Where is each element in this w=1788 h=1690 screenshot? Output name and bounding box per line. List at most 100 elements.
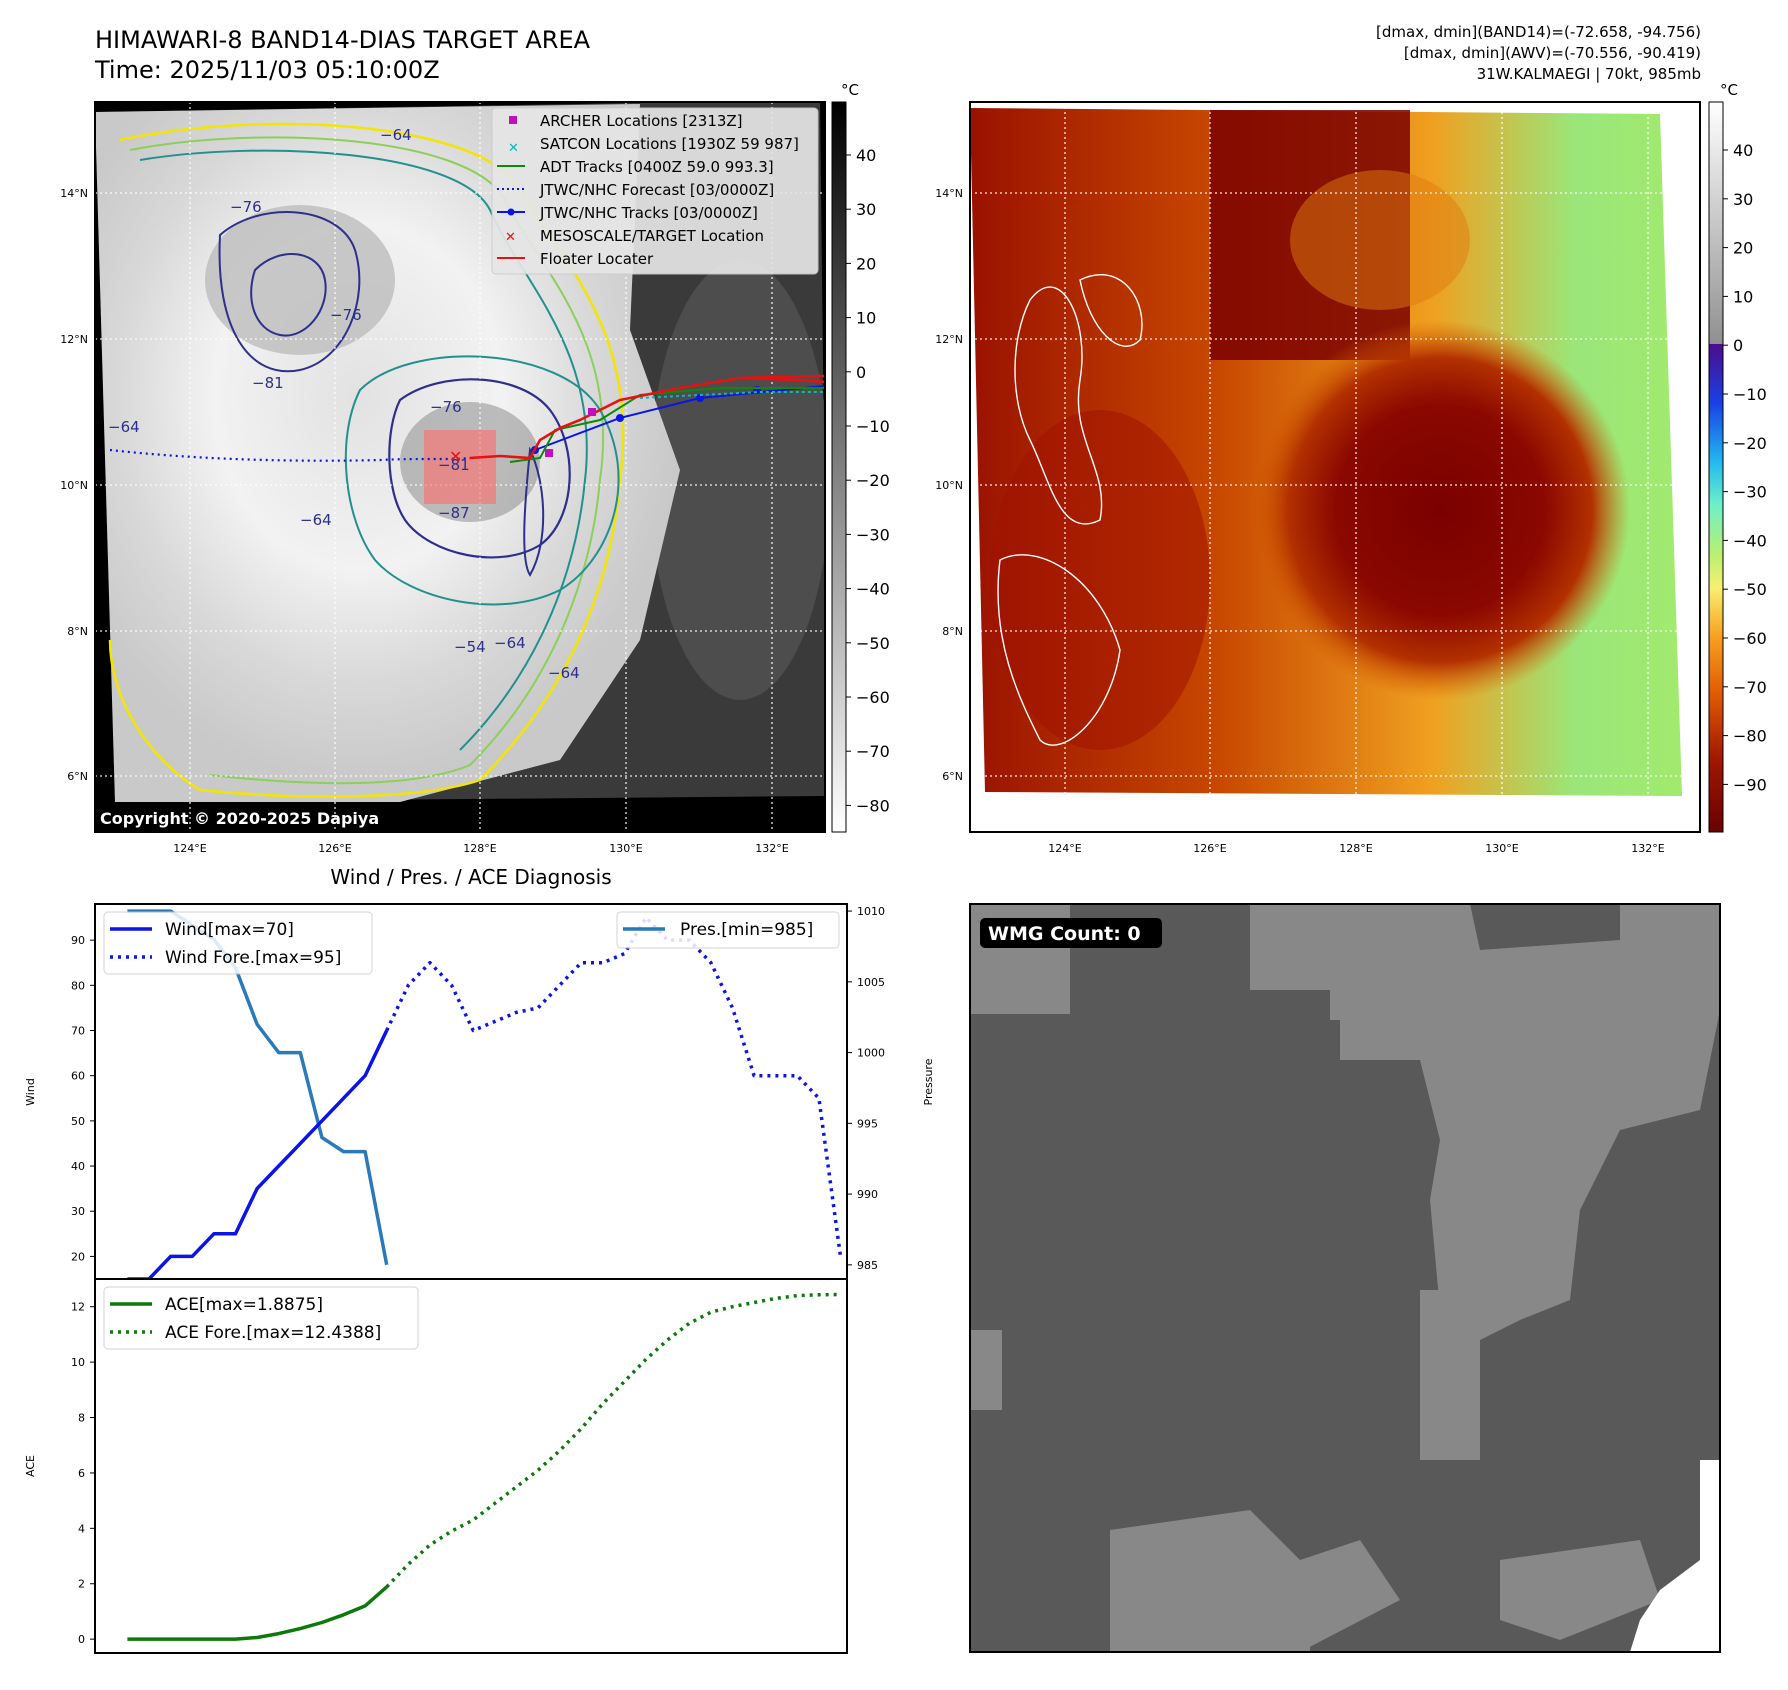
wind-forecast-legend-label: Wind Fore.[max=95] [165, 948, 341, 968]
mesoscale-target-marker: ✕ [449, 447, 462, 466]
jtwc-forecast-track [109, 448, 471, 462]
ir-colorbar-tick-label: −30 [856, 525, 890, 544]
red-x-icon: ✕ [505, 230, 516, 245]
copyright-text: Copyright © 2020-2025 Dapiya [100, 809, 379, 828]
awv-lat-tick: 14°N [935, 187, 963, 200]
ace-axis-tick-label: 6 [78, 1467, 85, 1480]
contour-label: −64 [380, 126, 412, 144]
wind-axis-tick-label: 70 [71, 1025, 85, 1038]
pressure-legend-label: Pres.[min=985] [680, 920, 813, 940]
ace-axis-tick-label: 10 [71, 1356, 85, 1369]
wind-forecast-series-line [385, 915, 843, 1257]
awv-colorbar-tick-label: −30 [1733, 483, 1767, 502]
wind-axis-tick-label: 90 [71, 934, 85, 947]
figure-title: HIMAWARI-8 BAND14-DIAS TARGET AREA [95, 26, 591, 54]
ir-colorbar-tick-label: 10 [856, 309, 876, 328]
wind-series-line [127, 1029, 389, 1281]
awv-range-text: [dmax, dmin](AWV)=(-70.556, -90.419) [1403, 44, 1701, 62]
ace-series-line [127, 1585, 388, 1641]
ir-colorbar-tick-label: −70 [856, 742, 890, 761]
awv-colorbar-tick-label: 40 [1733, 141, 1753, 160]
ir-lon-tick: 128°E [463, 842, 496, 855]
awv-colorbar-tick-label: 30 [1733, 190, 1753, 209]
ir-contour-labels: −76 −64 −76 −81 −76 −81 −64 −87 −64 −54 … [108, 126, 580, 682]
contour-label: −76 [230, 198, 262, 216]
ace-axis-tick-label: 4 [78, 1522, 85, 1535]
awv-lat-tick: 12°N [935, 333, 963, 346]
wind-axis-label: Wind [24, 1078, 37, 1106]
band14-range-text: [dmax, dmin](BAND14)=(-72.658, -94.756) [1376, 23, 1701, 41]
cyan-x-icon: ✕ [508, 141, 519, 156]
awv-lon-tick: 128°E [1339, 842, 1372, 855]
legend-adt-label: ADT Tracks [0400Z 59.0 993.3] [540, 158, 774, 176]
ace-axis-tick-label: 8 [78, 1412, 85, 1425]
wmg-white-regions [1630, 1460, 1720, 1652]
pressure-axis-tick-label: 985 [857, 1259, 878, 1272]
ir-colorbar-tick-label: −60 [856, 688, 890, 707]
ace-legend: ACE[max=1.8875] ACE Fore.[max=12.4388] [103, 1286, 419, 1350]
contour-label: −64 [300, 511, 332, 529]
pressure-axis-tick-label: 1005 [857, 976, 885, 989]
wind-axis-tick-label: 20 [71, 1250, 85, 1263]
wind-axis-tick-label: 60 [71, 1070, 85, 1083]
ir-lat-tick: 6°N [67, 770, 88, 783]
pressure-axis-tick-label: 995 [857, 1117, 878, 1130]
ir-contour-yellow [108, 122, 625, 798]
awv-map-panel: 124°E 126°E 128°E 130°E 132°E 14°N 12°N … [935, 101, 1701, 855]
contour-label: −81 [252, 374, 284, 392]
ir-lat-tick: 14°N [60, 187, 88, 200]
contour-label: −76 [330, 306, 362, 324]
awv-colorbar-tick-label: 0 [1733, 336, 1743, 355]
awv-colorbar-unit: °C [1720, 81, 1738, 99]
ir-colorbar-tick-label: −50 [856, 634, 890, 653]
awv-colorbar-tick-label: −60 [1733, 629, 1767, 648]
legend-satcon-label: SATCON Locations [1930Z 59 987] [540, 135, 799, 153]
satcon-track [639, 391, 825, 399]
contour-label: −87 [438, 504, 470, 522]
wmg-count-label: WMG Count: 0 [988, 923, 1141, 945]
awv-colorbar-tick-label: −10 [1733, 385, 1767, 404]
legend-floater-label: Floater Locater [540, 250, 654, 268]
wind-legend-label: Wind[max=70] [165, 920, 294, 940]
ir-lon-tick: 124°E [173, 842, 206, 855]
archer-location-marker [545, 449, 553, 457]
ir-map-legend: ✕ ✕ ARCHER Locations [2313Z] SATCON Loca… [491, 107, 819, 275]
wmg-light-regions [970, 904, 1720, 1652]
figure-time: Time: 2025/11/03 05:10:00Z [95, 56, 440, 84]
ace-axis-label: ACE [24, 1455, 37, 1477]
contour-label: −54 [454, 638, 486, 656]
pressure-series-line [127, 909, 389, 1266]
ace-legend-label: ACE[max=1.8875] [165, 1295, 323, 1315]
ir-colorbar-tick-label: 40 [856, 146, 876, 165]
wind-axis-tick-label: 80 [71, 979, 85, 992]
ir-colorbar-tick-label: −20 [856, 471, 890, 490]
ir-colorbar-tick-label: −10 [856, 417, 890, 436]
storm-info-text: 31W.KALMAEGI | 70kt, 985mb [1476, 65, 1701, 83]
ir-lat-tick: 8°N [67, 625, 88, 638]
awv-gridlines [970, 102, 1700, 832]
magenta-square-icon [509, 116, 517, 124]
ir-colorbar-tick-label: 20 [856, 254, 876, 273]
contour-label: −64 [108, 418, 140, 436]
awv-coastlines [997, 274, 1143, 746]
awv-storm-core [1250, 320, 1630, 700]
ir-axis-ticks: 124°E 126°E 128°E 130°E 132°E 14°N 12°N … [60, 187, 789, 855]
awv-lon-tick: 132°E [1631, 842, 1664, 855]
adt-track [509, 387, 825, 463]
pressure-axis-tick-label: 1010 [857, 905, 885, 918]
legend-target-label: MESOSCALE/TARGET Location [540, 227, 764, 245]
wind-pressure-chart: 20 30 40 50 60 70 80 90 985 990 995 1000 1005 1010 W… [24, 903, 935, 1281]
ir-map-panel: ✕ −76 −64 −76 −81 −76 −81 −64 −87 −64 −5… [60, 101, 826, 855]
legend-forecast-label: JTWC/NHC Forecast [03/0000Z] [539, 181, 774, 199]
ace-forecast-legend-label: ACE Fore.[max=12.4388] [165, 1323, 381, 1343]
ir-colorbar-unit: °C [841, 81, 859, 99]
pressure-axis-tick-label: 1000 [857, 1047, 885, 1060]
ace-axis-tick-label: 12 [71, 1301, 85, 1314]
legend-tracks-label: JTWC/NHC Tracks [03/0000Z] [539, 204, 758, 222]
ace-chart: 0 2 4 6 8 10 12 ACE ACE[max=1.8875] ACE Fore.[… [24, 1278, 848, 1654]
wmg-panel: WMG Count: 0 [969, 903, 1721, 1653]
awv-lat-tick: 8°N [942, 625, 963, 638]
pressure-legend: Pres.[min=985] [616, 911, 840, 949]
awv-axis-ticks: 124°E 126°E 128°E 130°E 132°E 14°N 12°N … [935, 187, 1665, 855]
